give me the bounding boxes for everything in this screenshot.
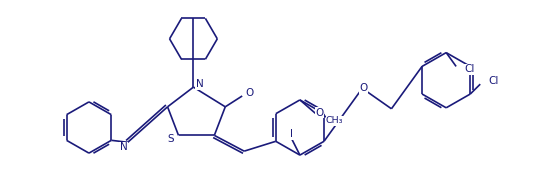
Text: Cl: Cl	[464, 64, 474, 74]
Text: N: N	[120, 142, 128, 152]
Text: O: O	[316, 108, 324, 118]
Text: Cl: Cl	[488, 76, 498, 86]
Text: O: O	[360, 83, 368, 93]
Text: CH₃: CH₃	[326, 116, 343, 125]
Text: O: O	[245, 88, 253, 98]
Text: N: N	[195, 79, 203, 89]
Text: S: S	[167, 134, 174, 144]
Text: I: I	[291, 129, 293, 139]
